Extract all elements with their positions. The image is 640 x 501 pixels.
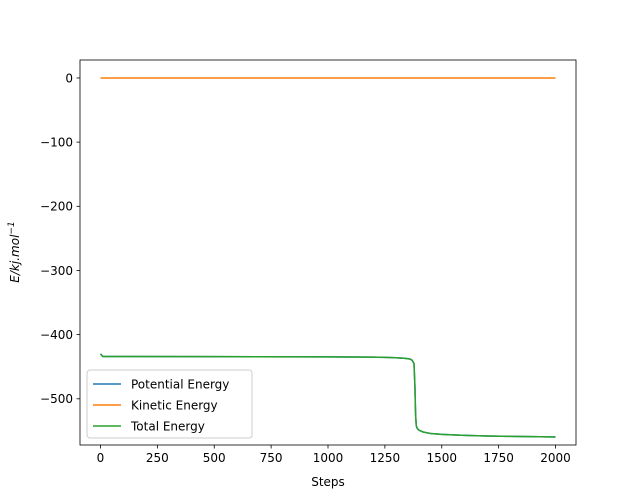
y-tick-label: −100 <box>40 135 73 149</box>
y-tick-label: −200 <box>40 200 73 214</box>
y-axis-label-superscript: −1 <box>7 221 17 234</box>
x-tick-label: 0 <box>97 451 105 465</box>
x-tick-label: 250 <box>146 451 169 465</box>
x-tick-label: 750 <box>260 451 283 465</box>
series-line-total-energy <box>99 353 556 438</box>
x-tick-label: 1500 <box>426 451 457 465</box>
x-axis-ticks: 0 250 500 750 1000 1250 1500 1750 2000 <box>97 445 571 465</box>
legend-label-potential-energy: Potential Energy <box>131 378 229 392</box>
series-layer <box>99 77 556 438</box>
x-tick-label: 500 <box>203 451 226 465</box>
x-tick-label: 1000 <box>313 451 344 465</box>
y-axis-ticks: 0 −100 −200 −300 −400 −500 <box>40 71 80 406</box>
y-tick-label: −300 <box>40 264 73 278</box>
x-tick-label: 2000 <box>540 451 571 465</box>
y-tick-label: −400 <box>40 328 73 342</box>
y-axis-label-main: E/kj.mol <box>8 234 22 283</box>
y-tick-label: 0 <box>65 71 73 85</box>
x-axis-label: Steps <box>311 475 345 489</box>
legend-label-total-energy: Total Energy <box>130 420 205 434</box>
x-tick-label: 1250 <box>370 451 401 465</box>
legend-label-kinetic-energy: Kinetic Energy <box>131 399 218 413</box>
x-tick-label: 1750 <box>483 451 514 465</box>
legend-box <box>86 369 253 439</box>
legend: Potential Energy Kinetic Energy Total En… <box>86 369 253 439</box>
y-tick-label: −500 <box>40 392 73 406</box>
y-axis-label: E/kj.mol−1 <box>7 221 22 282</box>
